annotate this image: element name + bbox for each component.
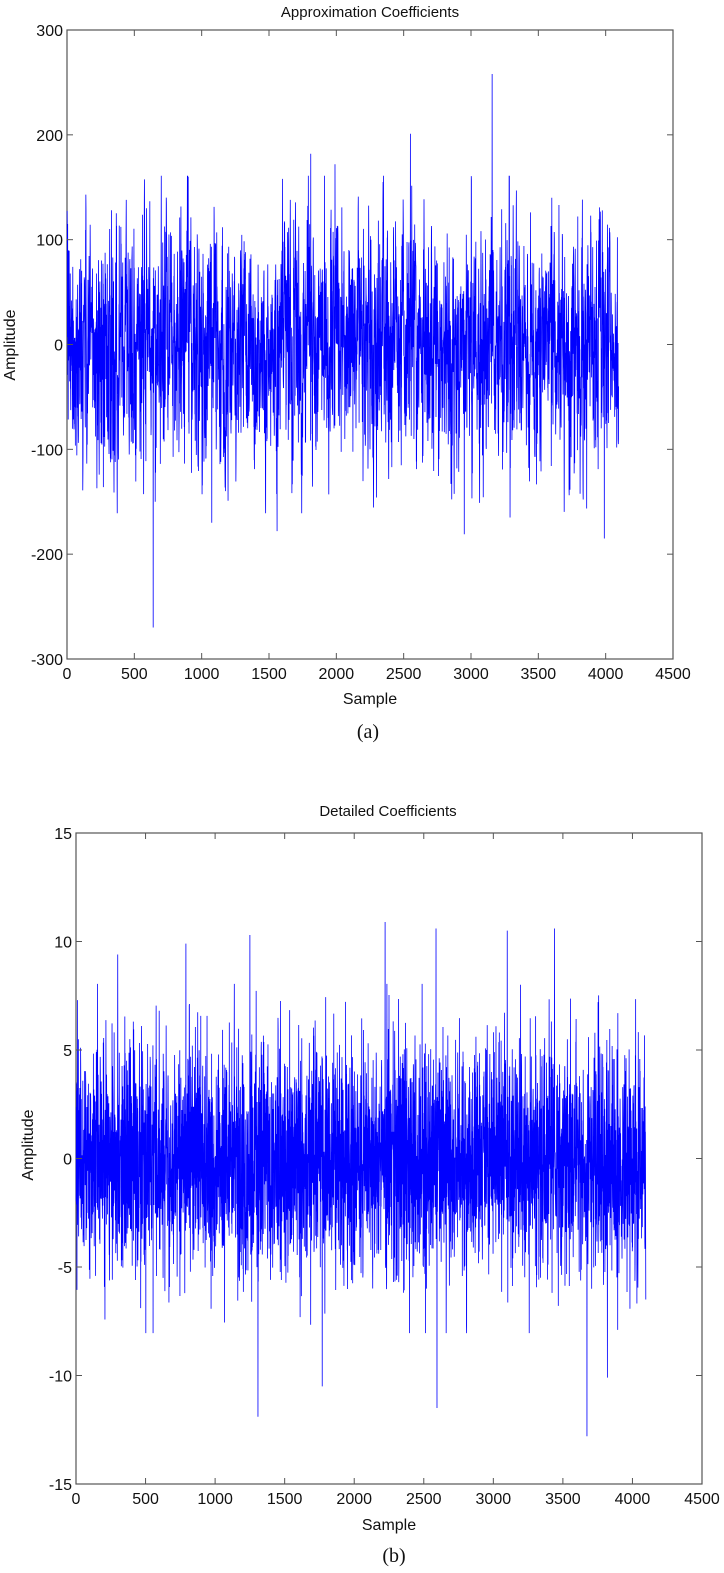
x-tick-label: 4000 xyxy=(588,666,624,683)
x-tick-label: 2500 xyxy=(386,666,422,683)
x-tick-label: 3500 xyxy=(545,1491,581,1508)
figure-caption: (a) xyxy=(356,721,380,743)
y-tick-label: 0 xyxy=(54,338,63,355)
y-tick-label: -5 xyxy=(58,1260,72,1277)
chart-title: Approximation Coefficients xyxy=(281,4,459,21)
y-tick-label: 15 xyxy=(54,826,72,843)
y-tick-label: 300 xyxy=(36,23,63,40)
x-tick-label: 4500 xyxy=(655,666,691,683)
y-tick-label: -100 xyxy=(31,442,63,459)
chart-panel-approximation: Approximation Coefficients 0 500 1000 1500 2… xyxy=(0,0,724,760)
x-tick-label: 3000 xyxy=(476,1491,512,1508)
detailed-coefficients-chart: Detailed Coefficients 0 500 1000 1500 2000 25… xyxy=(20,803,720,1534)
plot-area: 0 500 1000 1500 2000 2500 3000 3500 4000 4500 -15 -… xyxy=(49,826,720,1508)
y-tick-label: -300 xyxy=(31,652,63,669)
x-tick-label: 1500 xyxy=(267,1491,303,1508)
y-axis-label: Amplitude xyxy=(2,309,19,380)
x-tick-label: 4500 xyxy=(684,1491,720,1508)
signal-path xyxy=(66,74,619,628)
signal-line xyxy=(66,74,619,628)
x-tick-label: 1500 xyxy=(251,666,287,683)
chart-title: Detailed Coefficients xyxy=(319,803,456,820)
axis-ticks: 0 500 1000 1500 2000 2500 3000 3500 4000 4500 -15 -… xyxy=(49,826,720,1508)
x-axis-label: Sample xyxy=(343,691,397,708)
y-tick-label: -10 xyxy=(49,1369,72,1386)
x-axis-label: Sample xyxy=(362,1517,416,1534)
x-tick-label: 1000 xyxy=(184,666,220,683)
y-tick-label: 100 xyxy=(36,233,63,250)
signal-path xyxy=(75,921,647,1437)
axis-ticks: 0 500 1000 1500 2000 2500 3000 3500 4000 4500-300… xyxy=(31,23,691,683)
x-tick-label: 4000 xyxy=(615,1491,651,1508)
y-tick-label: 5 xyxy=(63,1043,72,1060)
x-tick-label: 3000 xyxy=(453,666,489,683)
y-tick-label: -200 xyxy=(31,547,63,564)
x-tick-label: 2000 xyxy=(319,666,355,683)
x-tick-label: 3500 xyxy=(521,666,557,683)
signal-line xyxy=(75,921,647,1437)
figure-caption: (b) xyxy=(382,1545,406,1567)
plot-area: 0 500 1000 1500 2000 2500 3000 3500 4000 4500-300… xyxy=(31,23,691,683)
x-tick-label: 0 xyxy=(63,666,72,683)
x-tick-label: 0 xyxy=(72,1491,81,1508)
y-tick-label: -15 xyxy=(49,1477,72,1494)
x-tick-label: 500 xyxy=(121,666,148,683)
y-tick-label: 200 xyxy=(36,128,63,145)
x-tick-label: 1000 xyxy=(197,1491,233,1508)
chart-panel-detailed: Detailed Coefficients 0 500 1000 1500 2000 25… xyxy=(0,790,724,1573)
y-tick-label: 10 xyxy=(54,935,72,952)
x-tick-label: 2500 xyxy=(406,1491,442,1508)
y-axis-label: Amplitude xyxy=(20,1109,37,1180)
x-tick-label: 2000 xyxy=(336,1491,372,1508)
y-tick-label: 0 xyxy=(63,1152,72,1169)
approximation-coefficients-chart: Approximation Coefficients 0 500 1000 1500 2… xyxy=(2,4,691,708)
x-tick-label: 500 xyxy=(132,1491,159,1508)
